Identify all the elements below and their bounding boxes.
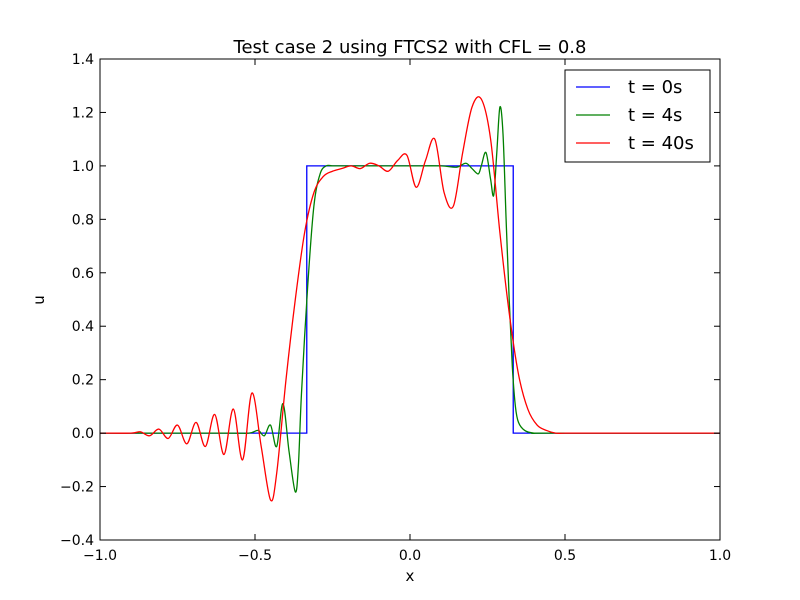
- x-tick-label: −0.5: [238, 548, 272, 564]
- ticks-layer: −1.0 −0.5 0.0 0.5 1.0 −0.4 −0.2 0.0 0.2 0.4 0.6 0.8…: [60, 52, 731, 564]
- y-tick-label: 0.8: [72, 212, 94, 228]
- y-tick-label: 1.0: [72, 159, 94, 175]
- x-tick-label: 1.0: [709, 548, 731, 564]
- legend-box: [564, 69, 711, 163]
- legend-label-3: t = 40s: [628, 133, 694, 154]
- legend: t = 0s t = 4s t = 40s: [564, 69, 711, 163]
- y-axis-label: u: [30, 295, 48, 305]
- x-tick-label: 0.5: [554, 548, 576, 564]
- legend-label-1: t = 0s: [628, 77, 682, 98]
- series-line-2: [100, 105, 720, 493]
- legend-label-2: t = 4s: [628, 105, 682, 126]
- y-tick-label: −0.2: [60, 480, 94, 496]
- y-tick-label: 0.0: [72, 426, 94, 442]
- y-tick-label: 0.4: [72, 319, 94, 335]
- series-line-3: [100, 96, 720, 502]
- plot-area-frame: [99, 58, 721, 541]
- series-layer: [100, 96, 720, 502]
- y-tick-label: 1.2: [72, 105, 94, 121]
- y-tick-label: 0.6: [72, 266, 94, 282]
- y-tick-label: −0.4: [60, 533, 94, 549]
- chart-title: Test case 2 using FTCS2 with CFL = 0.8: [233, 37, 587, 58]
- y-tick-label: 1.4: [72, 52, 94, 68]
- y-tick-label: 0.2: [72, 373, 94, 389]
- x-tick-label: −1.0: [83, 548, 117, 564]
- x-axis-label: x: [406, 567, 415, 585]
- x-tick-label: 0.0: [399, 548, 421, 564]
